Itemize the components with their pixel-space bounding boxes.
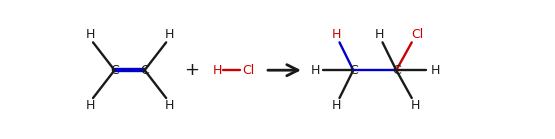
- Text: C: C: [110, 64, 119, 77]
- Text: H: H: [213, 64, 223, 77]
- Text: H: H: [311, 64, 320, 77]
- Text: H: H: [331, 28, 341, 41]
- Text: H: H: [164, 99, 174, 112]
- Text: H: H: [430, 64, 440, 77]
- Text: C: C: [392, 64, 401, 77]
- Text: H: H: [85, 99, 95, 112]
- Text: H: H: [411, 99, 420, 112]
- Text: +: +: [184, 61, 199, 79]
- Text: H: H: [164, 28, 174, 41]
- Text: C: C: [349, 64, 357, 77]
- Text: H: H: [85, 28, 95, 41]
- Text: Cl: Cl: [242, 64, 254, 77]
- Text: Cl: Cl: [411, 28, 423, 41]
- Text: H: H: [375, 28, 385, 41]
- Text: C: C: [140, 64, 149, 77]
- Text: H: H: [331, 99, 341, 112]
